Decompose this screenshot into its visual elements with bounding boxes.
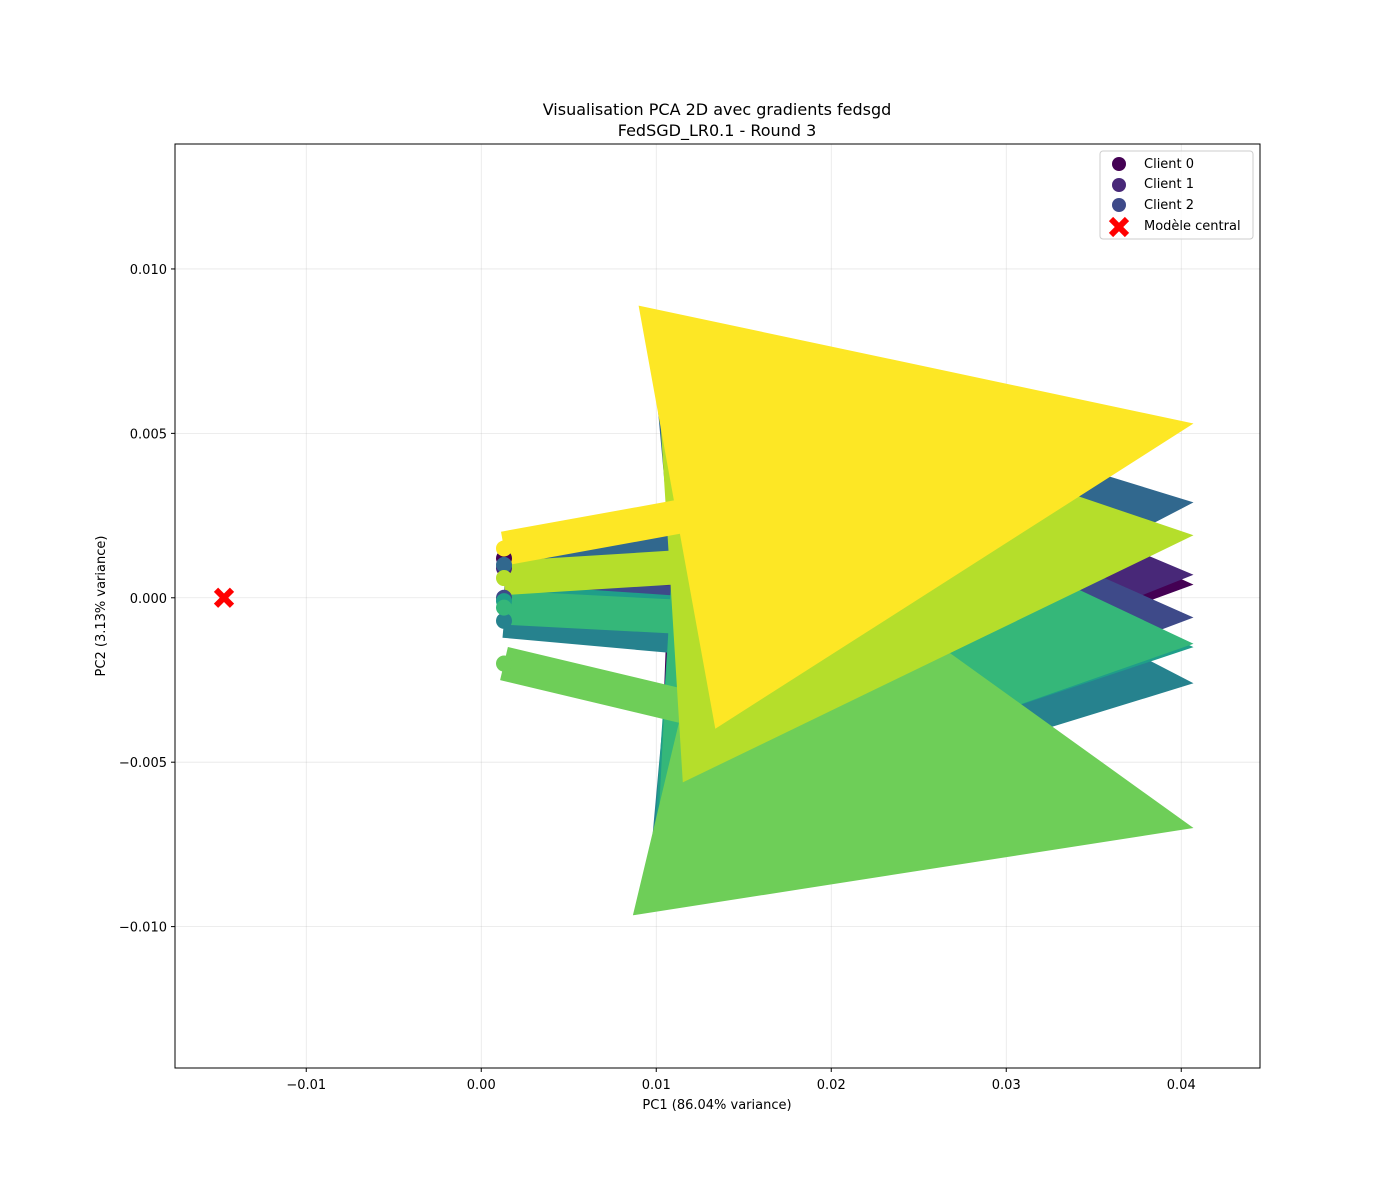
plot-frame <box>174 143 1261 1069</box>
client-point-6 <box>496 599 512 616</box>
x-tick-label: 0.00 <box>467 1078 496 1093</box>
x-tick-label: 0.01 <box>642 1078 671 1093</box>
gradient-arrow-9 <box>501 305 1194 729</box>
legend-label-client-1: Client 1 <box>1144 177 1194 192</box>
legend-label-client-2: Client 2 <box>1144 198 1194 213</box>
y-tick-label: 0.005 <box>130 427 167 442</box>
x-tick-label: 0.02 <box>817 1078 846 1093</box>
y-tick-label: 0.000 <box>130 592 167 607</box>
y-axis-ticks: −0.010 −0.005 0.000 0.005 0.010 <box>119 263 175 936</box>
client-point-8 <box>496 570 512 587</box>
legend-marker-central-model <box>1108 216 1130 238</box>
chart-subtitle: FedSGD_LR0.1 - Round 3 <box>618 121 817 141</box>
gradient-arrow-7 <box>500 497 1194 916</box>
client-points <box>496 540 512 672</box>
x-tick-label: 0.04 <box>1167 1078 1196 1093</box>
client-point-9 <box>496 540 512 557</box>
legend-marker-client-0 <box>1112 157 1126 171</box>
y-tick-label: −0.010 <box>119 921 167 936</box>
x-axis-ticks: −0.01 0.00 0.01 0.02 0.03 0.04 <box>286 1068 1196 1093</box>
legend-box <box>1099 150 1254 240</box>
central-model-x <box>213 587 235 608</box>
legend: Client 0 Client 1 Client 2 Modèle centra… <box>1099 150 1254 240</box>
legend-x-glyph <box>1108 216 1130 238</box>
gradient-arrows <box>500 305 1194 916</box>
central-model-marker <box>213 587 235 608</box>
chart-title: Visualisation PCA 2D avec gradients feds… <box>543 100 892 119</box>
client-point-4 <box>496 612 512 629</box>
legend-label-client-0: Client 0 <box>1144 157 1194 172</box>
legend-marker-client-2 <box>1112 198 1126 212</box>
y-tick-label: 0.010 <box>130 263 167 278</box>
x-tick-label: 0.03 <box>992 1078 1021 1093</box>
x-tick-label: −0.01 <box>286 1078 326 1093</box>
x-axis-label: PC1 (86.04% variance) <box>642 1098 791 1113</box>
y-axis-label: PC2 (3.13% variance) <box>94 536 109 677</box>
client-point-3 <box>496 556 512 573</box>
legend-label-central-model: Modèle central <box>1144 219 1241 234</box>
client-point-7 <box>496 655 512 672</box>
legend-marker-client-1 <box>1112 178 1126 192</box>
y-tick-label: −0.005 <box>119 756 167 771</box>
